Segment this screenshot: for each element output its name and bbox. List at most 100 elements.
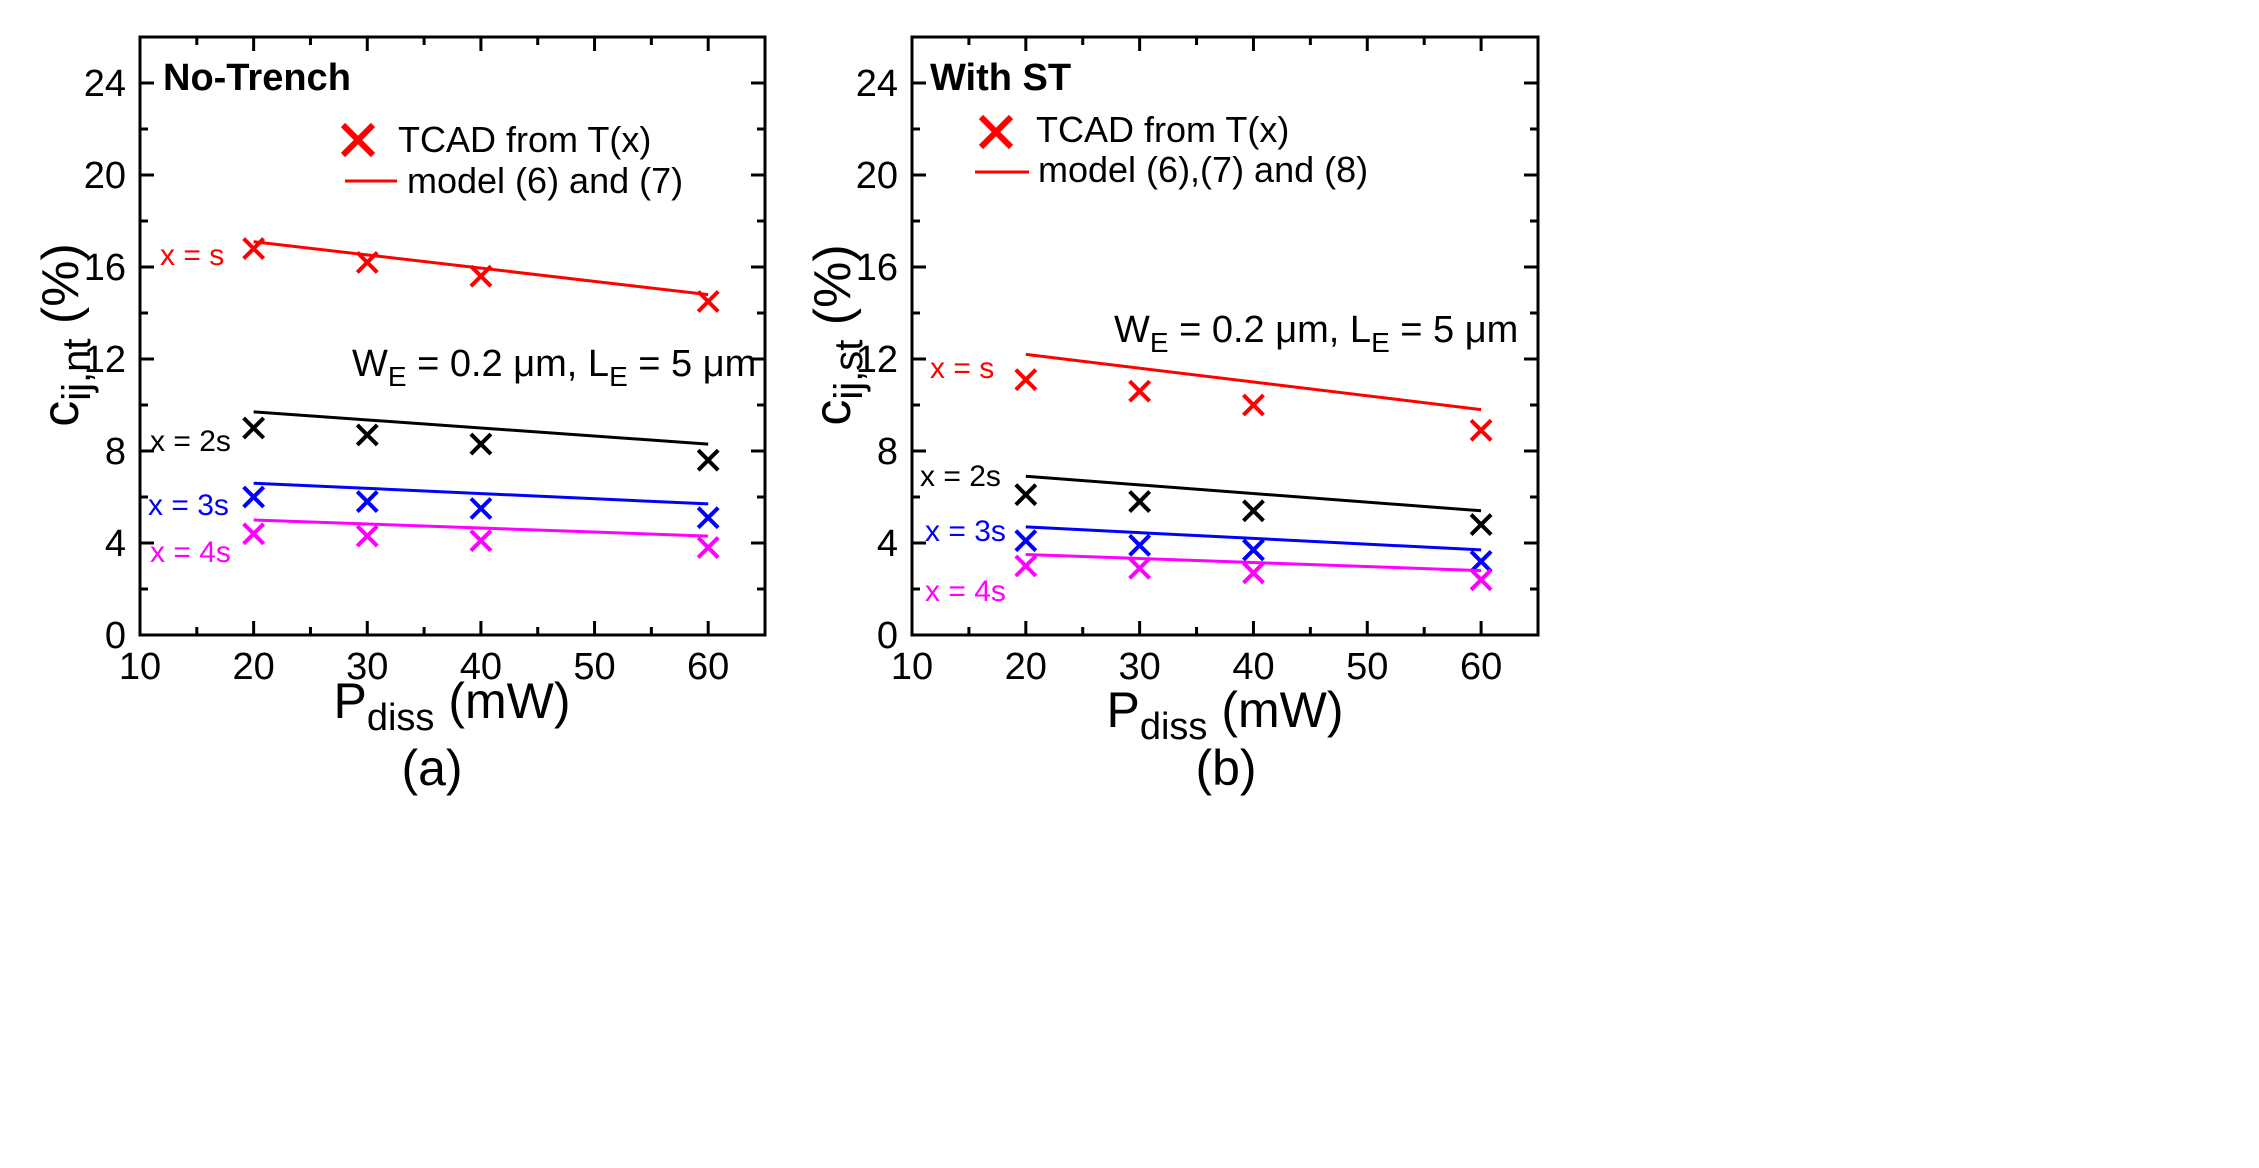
panel-b-xtick-label: 40 (1232, 646, 1274, 688)
panel-b-tcad-point (1014, 529, 1038, 553)
panel-b-series-label: x = 3s (925, 515, 1006, 548)
panel-b-tcad-point (1128, 533, 1152, 557)
panel-a-tcad-point (696, 448, 720, 472)
panel-a-tcad-point (469, 529, 493, 553)
panel-a-tcad-point-stroke-b (469, 529, 493, 553)
panel-a-tcad-point-stroke-b (242, 237, 266, 261)
panel-b-series-label: x = 2s (920, 460, 1001, 493)
panel-b-y-axis-label: cij,st (%) (804, 244, 871, 425)
panel-a-tcad-point (696, 290, 720, 313)
panel-a-tcad-point-stroke-b (696, 448, 720, 472)
panel-b-series-label: x = s (930, 352, 994, 385)
panel-b-legend-marker-stroke-b (978, 114, 1014, 150)
panel-a-tcad-point (469, 497, 493, 520)
panel-b-xtick-label: 20 (1005, 646, 1047, 688)
panel-a-tcad-point-stroke-b (469, 497, 493, 520)
panel-b-tcad-point (1128, 556, 1152, 580)
panel-a-ytick-label: 16 (84, 247, 126, 289)
panel-a-tcad-point-stroke-b (469, 432, 493, 456)
panel-b-tcad-point (1242, 561, 1265, 585)
panel-a-model-line (253, 410, 709, 446)
panel-b-legend-marker (978, 114, 1014, 150)
panel-b-xtick-label: 60 (1460, 646, 1502, 688)
panel-a-tcad-point-stroke-b (355, 490, 379, 514)
panel-b-ytick-label: 16 (856, 247, 898, 289)
panel-a-tcad-point-stroke-b (355, 423, 379, 447)
panel-a-model-line (253, 481, 709, 506)
panel-a-series-3: x = 3s (148, 481, 720, 530)
panel-b-tcad-point-stroke-b (1128, 379, 1152, 403)
panel-a: 10 20 30 40 50 60 0 4 8 12 16 20 24 No-Trench TCAD fro… (32, 35, 767, 796)
panel-b-tcad-point (1242, 393, 1265, 417)
panel-a-title: No-Trench (163, 57, 351, 99)
panel-a-panel-label: (a) (401, 740, 462, 796)
panel-a-ytick-label: 20 (84, 155, 126, 197)
panel-b-xtick-label: 10 (891, 646, 933, 688)
panel-a-xtick-label: 30 (346, 646, 388, 688)
panel-b-tcad-point (1014, 554, 1038, 578)
panel-b-tcad-point-stroke-b (1128, 556, 1152, 580)
panel-a-series-2: x = 2s (150, 410, 720, 472)
panel-b-xtick-label: 30 (1118, 646, 1160, 688)
panel-a-legend: TCAD from T(x)model (6) and (7) (340, 119, 683, 201)
panel-a-tcad-point-stroke-b (696, 536, 720, 560)
panel-a-tcad-point (242, 522, 266, 546)
panel-b-tcad-point (1128, 490, 1152, 514)
panel-a-xtick-label: 10 (119, 646, 161, 688)
panel-a-legend-marker-stroke-b (340, 122, 376, 158)
panel-b-tcad-point (1014, 368, 1038, 392)
panel-a-tcad-point (469, 432, 493, 456)
panel-b-model-line (1025, 525, 1482, 552)
panel-a-tcad-point-stroke-b (355, 524, 379, 548)
panel-a-x-axis-label: Pdiss (mW) (334, 673, 571, 739)
panel-b-tcad-point-stroke-b (1014, 368, 1038, 392)
panel-a-xtick-label: 40 (460, 646, 502, 688)
panel-b-tcad-point-stroke-b (1014, 483, 1038, 507)
panel-a-ytick-label: 4 (105, 523, 126, 565)
panel-b-tcad-point (1014, 483, 1038, 507)
panel-b-ytick-label: 4 (877, 523, 898, 565)
panel-a-model-line (253, 240, 709, 297)
panel-b-legend: TCAD from T(x)model (6),(7) and (8) (975, 109, 1368, 190)
panel-a-tcad-point-stroke-b (469, 264, 493, 288)
panel-b: 10 20 30 40 50 60 0 4 8 12 16 20 24 With ST TCAD from … (804, 35, 1540, 796)
panel-b-tcad-point-stroke-b (1242, 499, 1265, 523)
panel-a-tcad-point-stroke-b (696, 506, 720, 530)
panel-b-xtick-label: 50 (1346, 646, 1388, 688)
panel-a-series-label: x = 3s (148, 489, 229, 522)
panel-b-tcad-point-stroke-b (1469, 513, 1493, 537)
panel-a-tcad-point (242, 416, 266, 440)
panel-b-plot-frame (910, 35, 1540, 637)
panel-a-y-axis-label: cij,nt (%) (32, 243, 99, 427)
panel-a-tcad-point (355, 423, 379, 447)
panel-b-series-1: x = s (930, 352, 1493, 442)
panel-a-legend-marker-label: TCAD from T(x) (398, 119, 651, 160)
panel-b-tcad-point (1469, 549, 1493, 573)
panel-a-tcad-point-stroke-b (242, 485, 266, 509)
panel-a-tcad-point-stroke-b (242, 522, 266, 546)
panel-a-tcad-point (242, 237, 266, 261)
panel-a-ytick-label: 8 (105, 431, 126, 473)
panel-b-model-line (1025, 553, 1482, 573)
panel-a-ytick-label: 12 (84, 339, 126, 381)
panel-b-x-axis-label: Pdiss (mW) (1107, 682, 1344, 748)
panel-b-tcad-point-stroke-b (1469, 568, 1493, 592)
panel-a-tcad-point (469, 264, 493, 288)
panel-b-series-3: x = 3s (925, 515, 1493, 573)
panel-b-series-2: x = 2s (920, 460, 1493, 537)
panel-b-tcad-point (1469, 568, 1493, 592)
panel-b-tcad-point (1242, 499, 1265, 523)
panel-a-legend-line-label: model (6) and (7) (407, 160, 683, 201)
panel-b-tcad-point-stroke-b (1242, 538, 1265, 562)
panel-a-series-label: x = 4s (150, 536, 231, 569)
panel-a-legend-marker (340, 122, 376, 158)
panel-a-xtick-label: 60 (687, 646, 729, 688)
panel-b-series-4: x = 4s (925, 553, 1493, 608)
panel-a-series-1: x = s (160, 237, 720, 313)
panel-b-tcad-point (1128, 379, 1152, 403)
panel-a-tcad-point (355, 250, 379, 274)
panel-b-ytick-label: 8 (877, 431, 898, 473)
panel-b-series-label: x = 4s (925, 575, 1006, 608)
panel-a-tcad-point-stroke-b (696, 290, 720, 313)
